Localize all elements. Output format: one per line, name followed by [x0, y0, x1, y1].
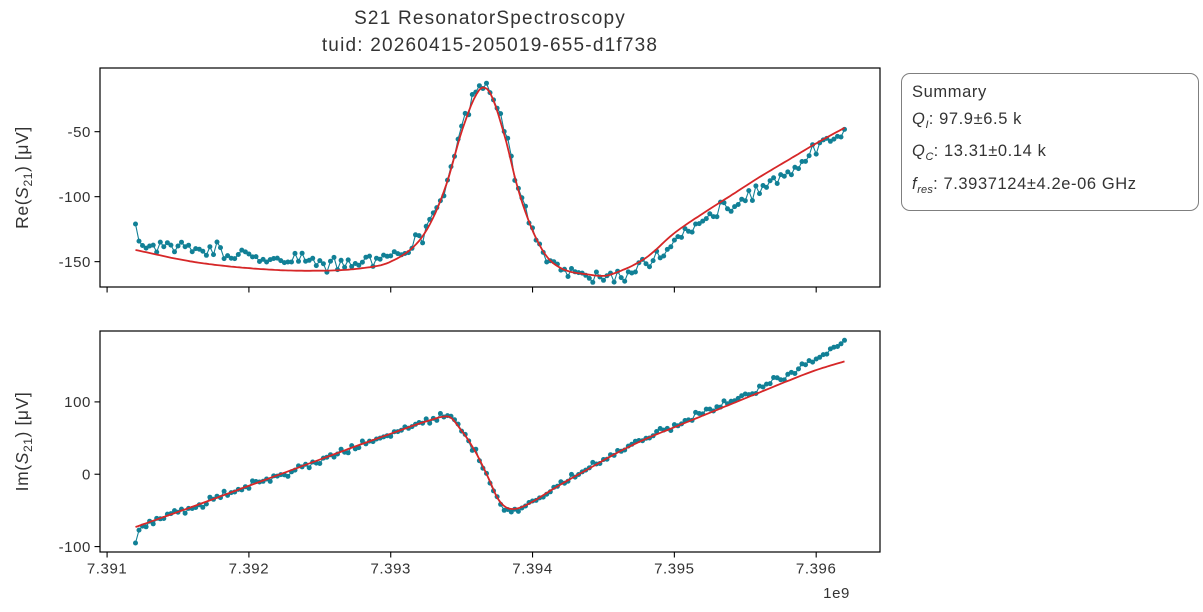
re-axis-label: Re(S21) [μV]	[12, 126, 35, 229]
im-axis-label: Im(S21) [μV]	[12, 392, 35, 492]
fres-symbol: f	[912, 174, 918, 193]
x-tick-label: 7.396	[796, 561, 837, 578]
figure-title: S21 ResonatorSpectroscopy tuid: 20260415…	[100, 5, 880, 59]
y-tick-label: -100	[59, 539, 91, 556]
y-tick-label: 100	[64, 394, 91, 411]
x-tick-label: 7.394	[512, 561, 553, 578]
x-tick-label: 7.392	[229, 561, 270, 578]
qc-subscript: C	[925, 151, 934, 163]
re-fit-line	[135, 86, 845, 277]
x-tick-label: 7.393	[370, 561, 411, 578]
re-data-series	[133, 80, 847, 285]
y-tick-label: 0	[82, 466, 91, 483]
y-tick-label: -100	[59, 189, 91, 206]
summary-row-fres: fres: 7.3937124±4.2e-06 GHz	[912, 171, 1189, 204]
x-tick-label: 7.395	[654, 561, 695, 578]
figure-title-line2: tuid: 20260415-205019-655-d1f738	[321, 35, 659, 56]
subplot-im: 7.391 7.392 7.393 7.394 7.395 7.396 -100 0 100 Im…	[12, 330, 881, 602]
qc-symbol: Q	[912, 142, 926, 160]
qi-value: : 97.9±6.5 k	[928, 109, 1023, 128]
im-plot-area	[133, 337, 847, 546]
qi-symbol: Q	[912, 109, 926, 128]
im-fit-line	[135, 360, 845, 528]
subplot-re: -150 -100 -50 Re(S21) [μV]	[12, 67, 881, 293]
im-axes-frame	[99, 330, 881, 553]
re-plot-area	[133, 80, 847, 285]
summary-box: Summary QI: 97.9±6.5 k QC: 13.31±0.14 k …	[901, 73, 1199, 211]
y-tick-label: -150	[59, 254, 91, 271]
summary-row-qi: QI: 97.9±6.5 k	[912, 106, 1189, 139]
fres-value: : 7.3937124±4.2e-06 GHz	[933, 174, 1137, 193]
summary-row-qc: QC: 13.31±0.14 k	[912, 138, 1189, 171]
im-data-series	[133, 337, 847, 546]
fres-subscript: res	[917, 183, 934, 196]
im-data-line	[134, 339, 845, 544]
summary-title: Summary	[912, 83, 987, 101]
figure-title-line1: S21 ResonatorSpectroscopy	[354, 8, 626, 29]
y-tick-label: -50	[68, 124, 91, 141]
qi-subscript: I	[925, 118, 929, 131]
qc-value: : 13.31±0.14 k	[933, 142, 1047, 160]
x-axis-offset-label: 1e9	[823, 585, 850, 602]
re-axes-frame	[99, 67, 881, 288]
x-tick-label: 7.391	[87, 561, 128, 578]
